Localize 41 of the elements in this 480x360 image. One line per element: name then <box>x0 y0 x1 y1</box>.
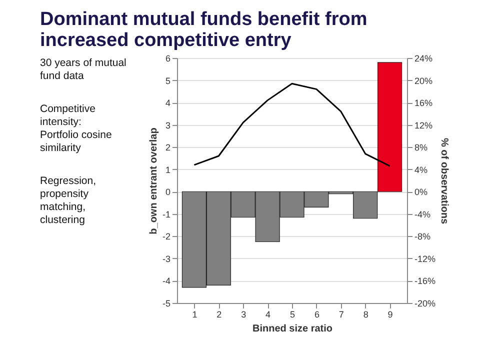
y2-tick-label: 8% <box>414 142 428 153</box>
y2-tick-label: -8% <box>414 232 431 242</box>
y-tick-label: -2 <box>162 232 170 242</box>
y2-axis-title: % of observations <box>438 138 450 224</box>
y2-tick-label: 12% <box>414 120 433 130</box>
x-tick-label: 9 <box>388 310 393 320</box>
x-tick-label: 2 <box>216 310 222 320</box>
text: Competitive intensity: Portfolio cosine similarity <box>40 103 112 154</box>
y-tick-label: 1 <box>165 164 170 175</box>
y2-tick-label: 16% <box>414 98 433 108</box>
x-tick-label: 7 <box>338 310 344 320</box>
y2-tick-label: 20% <box>414 76 433 86</box>
y-tick-label: 6 <box>165 54 170 64</box>
y2-tick-label: 0% <box>414 187 428 198</box>
x-tick-label: 8 <box>363 310 368 320</box>
y-tick-label: -1 <box>162 209 170 220</box>
y-tick-label: -3 <box>162 254 170 264</box>
y2-tick-label: 4% <box>414 164 428 175</box>
x-tick-label: 1 <box>192 310 198 320</box>
text: 30 years of mutual fund data <box>40 57 126 82</box>
y-tick-label: 2 <box>165 142 170 153</box>
x-axis-title: Binned size ratio <box>252 324 333 334</box>
x-tick-label: 3 <box>241 310 246 320</box>
y-axis-title: b_own entrant overlap <box>148 128 160 234</box>
y-tick-label: 5 <box>165 76 170 86</box>
x-tick-label: 6 <box>314 310 320 320</box>
y-tick-label: 4 <box>165 98 170 108</box>
y-tick-label: -5 <box>162 298 170 308</box>
y-tick-label: -4 <box>162 276 170 286</box>
y2-tick-label: -12% <box>414 254 436 264</box>
y-tick-label: 3 <box>165 120 170 130</box>
y2-tick-label: 24% <box>414 54 433 64</box>
y2-tick-label: -4% <box>414 209 431 220</box>
text: Regression, propensity matching, clustering <box>40 175 96 226</box>
y-tick-label: 0 <box>165 187 170 198</box>
y2-tick-label: -16% <box>414 276 436 286</box>
x-tick-label: 4 <box>266 310 271 320</box>
x-tick-label: 5 <box>290 310 296 320</box>
line-series <box>193 82 391 167</box>
y2-tick-label: -20% <box>414 298 436 308</box>
chart-title: Dominant mutual funds benefit from increased competitive entry <box>40 9 368 51</box>
